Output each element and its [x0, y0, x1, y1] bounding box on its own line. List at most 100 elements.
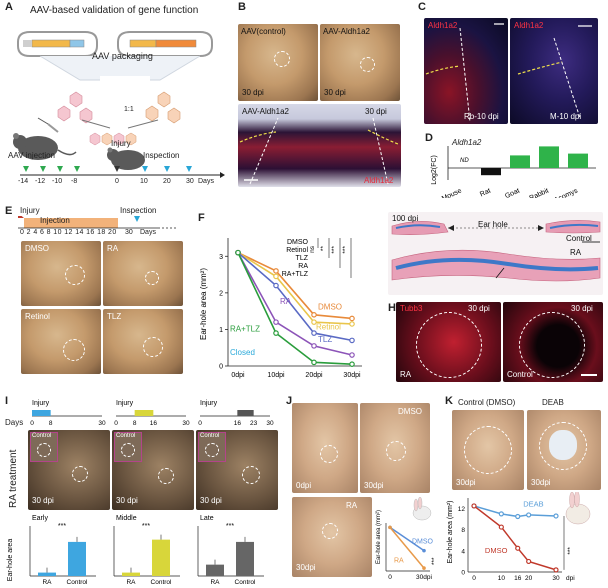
photo-j-dmso: DMSO 30dpi	[360, 403, 430, 493]
photo-k-dmso: 30dpi	[452, 410, 524, 490]
j-point	[422, 548, 426, 553]
mixed-virus-icon	[89, 132, 137, 146]
ear-hole-circle	[37, 443, 51, 457]
mouse-icon-2	[107, 147, 145, 170]
ear-hole-circle	[143, 337, 163, 357]
i-xtick: RA	[126, 579, 136, 586]
i-xtick: RA	[42, 579, 52, 586]
i-timeline-tick: 30	[98, 420, 106, 426]
tick-a-3: -8	[71, 178, 78, 185]
ear-hole-circle	[386, 441, 406, 461]
i-injury-label: Injury	[116, 400, 134, 407]
ear-hole-circle	[322, 523, 338, 539]
k-xtick: 30	[552, 575, 560, 582]
d-bar-rat	[481, 168, 501, 176]
f-series-label: RA+TLZ	[230, 324, 260, 333]
e-tick: 0	[20, 229, 25, 236]
e-tick: 18	[97, 229, 106, 236]
i-bar	[236, 541, 254, 576]
tlz-label: TLZ	[107, 312, 122, 321]
ra-treatment-label: RA treatment	[8, 449, 19, 508]
i-control-inset: Control	[114, 432, 142, 462]
photo-tubb3-ra: Tubb3 30 dpi RA	[396, 302, 501, 382]
panel-i-label: I	[5, 395, 9, 407]
k-xunit: dpi	[566, 575, 575, 582]
m-caption: M-10 dpi	[550, 112, 582, 121]
ear-hole-circle	[205, 443, 219, 457]
rabbit-icon	[565, 492, 591, 525]
i-xtick: Control	[67, 579, 89, 586]
k-ytick: 0	[461, 570, 465, 577]
photo-rb-10dpi: Aldh1a2 Rb-10 dpi	[424, 18, 508, 124]
f-series-label: RA	[280, 297, 292, 306]
h-dpi-left: 30 dpi	[468, 304, 490, 313]
f-sig: ns	[309, 245, 316, 253]
d-xtick: Rabbit	[529, 187, 550, 198]
f-point	[349, 361, 355, 367]
photo-i-middle: Control 30 dpi	[112, 430, 194, 510]
f-line-ra-tlz	[237, 252, 353, 365]
i-dpi: 30 dpi	[116, 496, 138, 505]
panel-d-label: D	[425, 132, 433, 144]
k-ytick: 4	[461, 548, 465, 555]
j-point	[388, 525, 392, 530]
g-control: Control	[566, 234, 592, 243]
i-bar	[206, 564, 224, 576]
i-control-tag: Control	[32, 433, 52, 439]
ear-hole-circle	[320, 445, 338, 463]
tick-a-2: -10	[52, 178, 63, 185]
photo-aav-control: AAV(control) 30 dpi	[238, 24, 318, 101]
section-dpi: 30 dpi	[365, 107, 387, 116]
e-days: Days	[140, 229, 156, 236]
j-xtick: 0	[388, 574, 392, 581]
section-title: AAV-Aldh1a2	[242, 107, 289, 116]
i-xtick: RA	[210, 579, 220, 586]
f-point	[311, 319, 317, 325]
e-inspection-label: Inspection	[120, 206, 157, 215]
i-treatment-bar	[134, 410, 154, 416]
plasmid-left-icon	[17, 31, 98, 57]
k-label-deab: DEAB	[523, 499, 543, 508]
ear-hole-circle	[360, 57, 375, 72]
e-ticks: 0 2 4 6 8 10 12 14 16 18 20	[20, 229, 117, 236]
f-point	[311, 312, 317, 318]
d-bar-rabbit	[539, 146, 559, 168]
tubb3-marker: Tubb3	[400, 304, 423, 313]
e-tick: 20	[108, 229, 117, 236]
i-timeline-tick: 0	[114, 420, 118, 426]
j-dmso: DMSO	[398, 407, 422, 416]
i-timelines: Injury 0 8 30 Injury 0 8 16 30 Injury 0 16 23 30	[30, 400, 274, 426]
i-bar	[38, 572, 56, 576]
f-sig: **	[320, 246, 327, 252]
photo-m-10dpi: Aldh1a2 M-10 dpi	[510, 18, 598, 124]
i-sig: ***	[226, 523, 234, 530]
panel-f-label: F	[198, 212, 205, 224]
ear-hole-circle	[464, 426, 512, 474]
j-point	[422, 566, 426, 570]
panel-j-label: J	[286, 395, 293, 407]
tick-a-0: -14	[18, 178, 29, 185]
e-injury-label: Injury	[20, 206, 40, 215]
i-timeline-tick: 0	[30, 420, 34, 426]
panel-a-label: A	[5, 1, 13, 13]
panel-c-label: C	[418, 1, 426, 13]
panel-e-label: E	[5, 205, 13, 217]
i-group-label: Late	[200, 515, 214, 522]
tick-a-7: 30	[186, 178, 194, 185]
photo-tubb3-control: 30 dpi Control	[503, 302, 603, 382]
virus-particles-icon	[57, 91, 181, 124]
aav-control-dpi: 30 dpi	[242, 88, 264, 97]
tick-a-6: 20	[163, 178, 171, 185]
aav-aldh-label: AAV-Aldh1a2	[323, 27, 370, 36]
f-point	[349, 321, 355, 327]
d-title: Aldh1a2	[452, 138, 482, 147]
aav-aldh-dpi: 30 dpi	[324, 88, 346, 97]
f-xtick: 10dpi	[267, 372, 285, 379]
k-dpi-a: 30dpi	[456, 478, 476, 487]
section-overlay	[239, 117, 399, 185]
j-label-ra: RA	[394, 557, 404, 564]
g-ra: RA	[570, 248, 582, 257]
i-timeline-tick: 30	[182, 420, 190, 426]
rabbit-icon	[412, 497, 432, 521]
